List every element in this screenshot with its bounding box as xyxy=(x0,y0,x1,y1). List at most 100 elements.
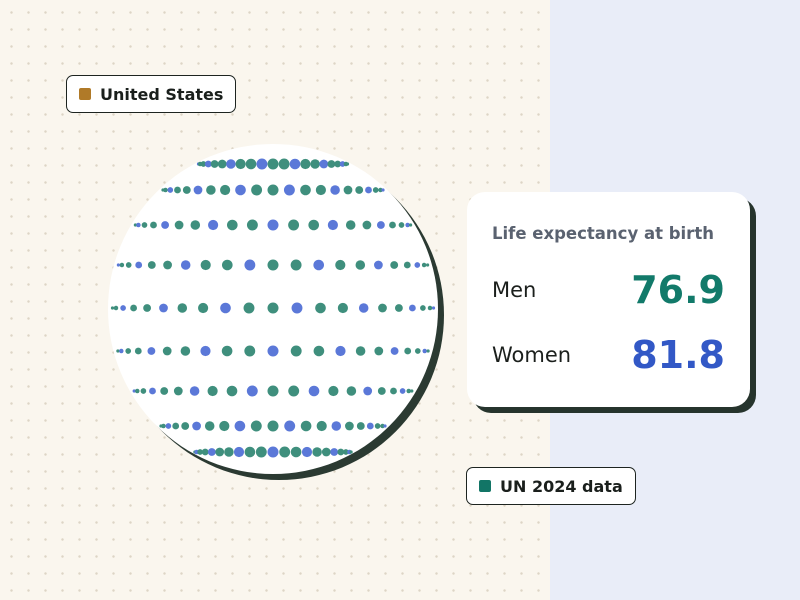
globe-dot xyxy=(243,302,255,314)
stat-label-women: Women xyxy=(492,342,572,367)
globe-dot xyxy=(319,159,329,169)
globe-dot xyxy=(161,221,170,229)
card-title: Life expectancy at birth xyxy=(492,224,714,243)
globe-dot xyxy=(366,422,374,430)
globe-dot xyxy=(372,187,379,193)
stat-value-men: 76.9 xyxy=(631,267,725,312)
globe-dot xyxy=(207,385,218,397)
globe-dot xyxy=(200,345,211,357)
country-tag: United States xyxy=(66,75,237,113)
globe-dot xyxy=(132,389,136,393)
globe-dot xyxy=(141,222,148,228)
globe-dot xyxy=(315,184,326,196)
globe-dot xyxy=(256,158,268,170)
globe-dot xyxy=(284,420,296,432)
globe-dot xyxy=(398,222,405,228)
globe-dot xyxy=(267,259,279,271)
globe-dot xyxy=(246,219,258,231)
globe-dot xyxy=(279,446,291,458)
globe-dot xyxy=(200,259,211,271)
globe-dot xyxy=(198,302,209,314)
stat-label-men: Men xyxy=(492,277,537,302)
globe-dot xyxy=(221,259,233,271)
globe-dot xyxy=(349,450,353,454)
globe-dot xyxy=(346,386,357,396)
globe-dot xyxy=(343,185,353,195)
globe-dot xyxy=(180,346,191,356)
globe-dot xyxy=(337,448,345,456)
globe-dot xyxy=(130,304,137,312)
globe-dot xyxy=(193,185,203,195)
source-tag-label: UN 2024 data xyxy=(500,476,623,496)
globe-dot xyxy=(278,158,290,170)
globe-dot xyxy=(267,385,279,397)
globe-dot xyxy=(267,158,279,170)
globe-dot xyxy=(362,220,372,230)
globe-dot xyxy=(224,447,234,457)
globe-dot xyxy=(427,305,433,311)
globe-dot xyxy=(172,422,180,430)
globe-dot xyxy=(221,345,233,357)
globe-dot xyxy=(167,187,174,193)
globe-dot xyxy=(217,159,227,169)
globe-dot xyxy=(374,260,383,270)
globe-dot xyxy=(147,261,156,269)
globe-dot xyxy=(119,348,124,354)
globe-dot xyxy=(381,188,385,192)
globe-dot xyxy=(119,262,125,268)
globe-dot xyxy=(291,302,303,314)
globe-dot xyxy=(133,223,138,227)
globe-dot xyxy=(143,304,152,312)
globe-dot xyxy=(165,423,172,429)
globe-dot xyxy=(267,219,279,231)
globe-dot xyxy=(177,303,188,313)
globe-dot xyxy=(235,158,246,170)
globe-dot xyxy=(182,186,191,194)
globe-dot xyxy=(378,187,383,193)
globe-dot xyxy=(190,220,201,230)
globe-dot xyxy=(125,348,132,354)
globe-dot xyxy=(399,388,406,394)
globe-dot xyxy=(405,222,410,228)
globe-dot xyxy=(290,259,302,271)
globe-dot xyxy=(308,385,320,397)
country-swatch-icon xyxy=(79,88,91,100)
globe-dot xyxy=(244,345,256,357)
globe-dot xyxy=(226,159,236,169)
globe-dot xyxy=(159,303,168,313)
globe-dot xyxy=(220,184,231,196)
globe-dot xyxy=(174,186,181,194)
globe-dot xyxy=(235,184,246,196)
globe-dot xyxy=(313,259,325,271)
globe-dot xyxy=(135,261,143,269)
globe-dot xyxy=(181,422,190,430)
globe-dot xyxy=(355,346,366,356)
globe-dot xyxy=(374,346,384,356)
globe-dot xyxy=(408,223,413,227)
globe-dot xyxy=(315,302,326,314)
globe-dot xyxy=(380,423,385,429)
globe-dot xyxy=(300,420,312,432)
globe-dot xyxy=(201,448,209,456)
globe-dot xyxy=(410,389,414,393)
globe-dot xyxy=(289,158,301,170)
globe-dot xyxy=(355,260,366,270)
globe-dot-grid xyxy=(110,158,436,458)
globe-dot xyxy=(207,448,216,456)
globe-dot xyxy=(162,346,172,356)
globe-dot xyxy=(192,421,201,431)
globe-dot xyxy=(300,184,311,196)
globe-dot xyxy=(321,447,331,457)
globe-dot xyxy=(330,185,340,195)
globe-dot xyxy=(290,345,302,357)
globe-dot xyxy=(283,184,295,196)
globe-dot xyxy=(421,262,427,268)
globe-dot xyxy=(140,388,147,394)
globe-dot xyxy=(355,186,364,194)
globe-dot xyxy=(334,160,342,168)
globe-dot xyxy=(180,260,191,270)
globe-dot xyxy=(327,160,336,168)
globe-dot xyxy=(345,421,354,431)
globe-dot xyxy=(136,222,141,228)
globe-dot xyxy=(365,186,372,194)
